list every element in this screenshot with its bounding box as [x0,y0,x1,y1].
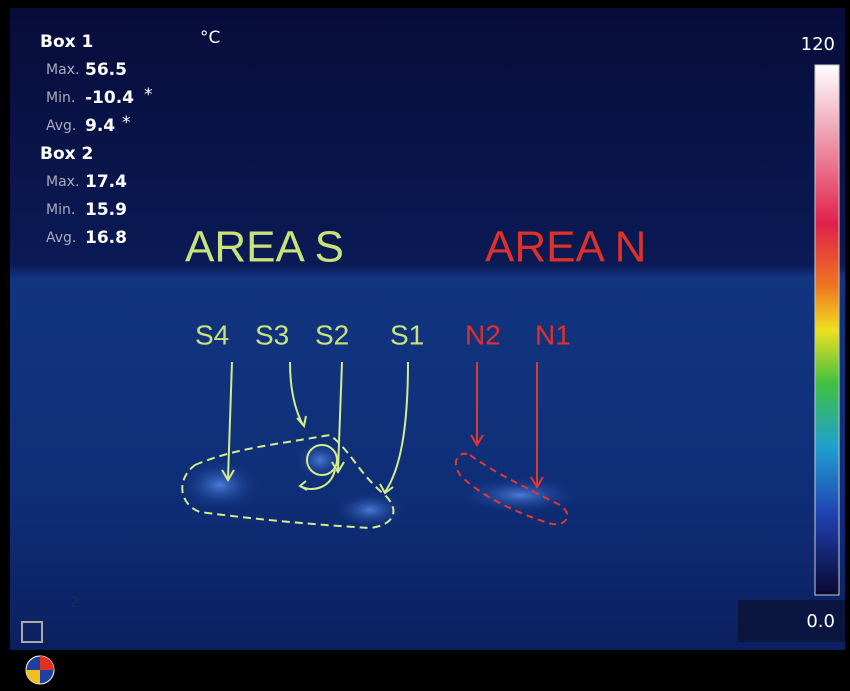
color-bar [814,64,840,596]
frame-icon [21,621,43,643]
stat-flag: * [144,85,153,105]
arrow-head [470,434,544,489]
stat-value: 9.4 [85,116,115,136]
point-label: S1 [390,319,424,350]
stat-label: Min. [46,90,75,106]
stat-label: Avg. [46,230,76,246]
outline [181,433,395,530]
area-label: AREA S [185,223,344,272]
footer [0,650,850,691]
area-label: AREA N [485,223,646,272]
hot-spot [335,492,405,528]
stat-value: 16.8 [85,228,127,248]
area-s-overlay [181,361,409,530]
arrow [298,469,336,491]
point-label: S2 [315,319,349,350]
hot-spot [180,460,260,510]
point-label: S4 [195,319,229,350]
thermal-image [10,8,845,650]
box-name: Box 2 [40,144,93,164]
arrow [227,361,409,493]
stat-label: Max. [46,62,79,78]
stat-label: Max. [46,174,79,190]
corner-mark: 2 [70,595,79,611]
stat-label: Avg. [46,118,76,134]
logo-icon [40,656,54,670]
stat-value: 15.9 [85,200,127,220]
stat-value: 56.5 [85,60,127,80]
stat-value: 17.4 [85,172,127,192]
logo-icon [26,670,40,684]
scale-min: 0.0 [806,611,835,632]
box-name: Box 1 [40,32,93,52]
arrow [476,362,538,485]
scale-max: 120 [801,34,835,55]
hot-spot [460,477,580,513]
circle [306,444,338,476]
unit-label: °C [200,28,220,48]
min-box [738,600,845,642]
area-n-overlay [454,362,569,526]
point-label: S3 [255,319,289,350]
arrow-head [221,415,394,495]
stat-value: -10.4 [85,88,134,108]
point-label: N2 [465,319,501,350]
point-label: N1 [535,319,571,350]
stat-flag: * [122,113,131,133]
stat-label: Min. [46,202,75,218]
